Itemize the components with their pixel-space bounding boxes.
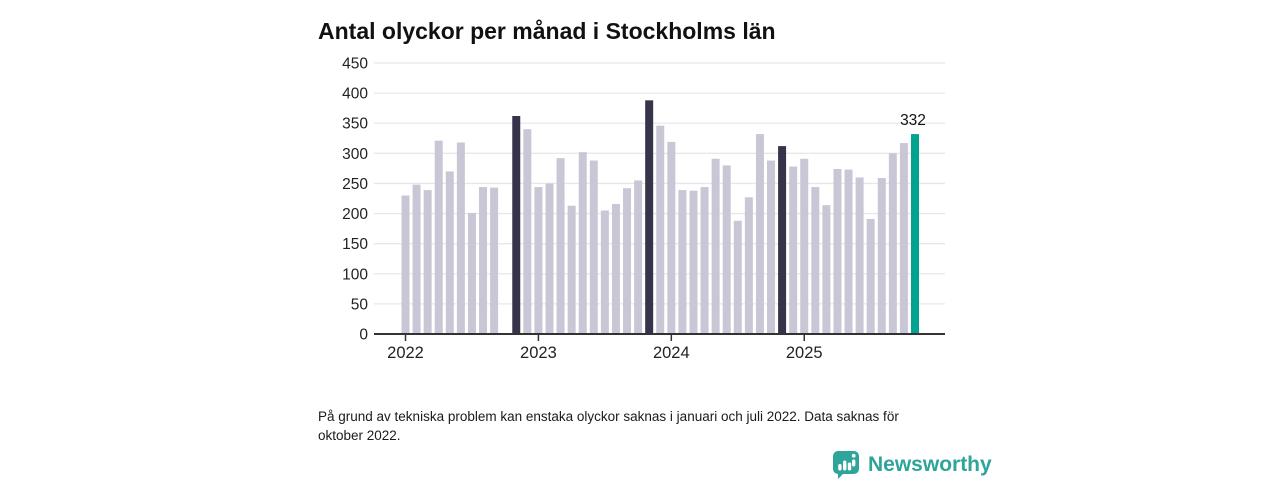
bar-2024-03 <box>689 190 698 334</box>
bar-2025-11 <box>911 134 919 334</box>
bar-2023-03 <box>556 158 565 334</box>
y-axis-tick-label: 100 <box>342 266 368 283</box>
bar-2023-02 <box>545 183 554 334</box>
bar-2022-06 <box>456 142 465 334</box>
bar-2024-06 <box>722 165 731 334</box>
newsworthy-wordmark: Newsworthy <box>868 453 992 476</box>
bar-2023-12 <box>656 125 665 335</box>
bar-2022-12 <box>523 129 532 334</box>
bar-2025-05 <box>844 169 853 334</box>
bar-2024-04 <box>700 187 709 334</box>
bar-2023-05 <box>578 152 587 334</box>
bar-2024-12 <box>789 166 798 334</box>
bar-2024-09 <box>755 134 764 334</box>
bar-2023-09 <box>623 188 632 334</box>
bar-2025-09 <box>888 153 897 334</box>
bar-2025-01 <box>800 158 809 334</box>
bar-2025-08 <box>877 178 886 334</box>
bar-2023-06 <box>589 160 598 334</box>
bar-2024-02 <box>678 190 687 334</box>
bar-2022-03 <box>423 190 432 334</box>
bar-2025-02 <box>811 187 820 334</box>
newsworthy-logo: Newsworthy <box>832 450 992 480</box>
bar-2024-11 <box>778 146 787 334</box>
x-axis-year-label: 2024 <box>653 344 690 362</box>
bar-2023-01 <box>534 187 543 334</box>
bar-2023-04 <box>567 205 576 334</box>
bar-2022-02 <box>412 184 421 334</box>
bar-2022-05 <box>445 171 454 334</box>
bar-2022-09 <box>490 187 499 334</box>
y-axis-tick-label: 350 <box>342 116 368 133</box>
bar-2024-07 <box>733 220 742 334</box>
x-axis-year-label: 2023 <box>520 344 557 362</box>
bar-2024-10 <box>767 160 776 334</box>
y-axis-tick-label: 450 <box>342 56 368 73</box>
bar-2025-06 <box>855 177 864 334</box>
bar-2022-11 <box>512 115 521 335</box>
bar-2024-05 <box>711 158 720 334</box>
bar-2025-03 <box>822 205 831 334</box>
page-title: Antal olyckor per månad i Stockholms län <box>318 18 776 45</box>
bar-2025-04 <box>833 168 842 334</box>
bar-2025-10 <box>899 143 908 334</box>
bar-2022-07 <box>467 212 476 334</box>
current-month-value-label: 332 <box>900 112 926 129</box>
bar-2022-08 <box>479 187 488 334</box>
bar-2023-11 <box>645 100 654 335</box>
bar-chart-speech-bubble-icon <box>833 451 859 479</box>
bar-2023-07 <box>600 210 609 334</box>
bar-2024-08 <box>744 197 753 334</box>
bar-2023-08 <box>611 203 620 334</box>
bar-2024-01 <box>667 141 676 334</box>
y-axis-tick-label: 250 <box>342 176 368 193</box>
x-axis-year-label: 2022 <box>387 344 424 362</box>
y-axis-tick-label: 200 <box>342 206 368 223</box>
bar-2025-07 <box>866 218 875 334</box>
y-axis-tick-label: 300 <box>342 146 368 163</box>
bar-2022-04 <box>434 140 443 334</box>
bar-2023-10 <box>634 180 643 334</box>
y-axis-tick-label: 0 <box>359 327 368 344</box>
chart-footnote: På grund av tekniska problem kan enstaka… <box>318 408 899 444</box>
y-axis-tick-label: 400 <box>342 86 368 103</box>
x-axis-year-label: 2025 <box>786 344 823 362</box>
y-axis-tick-label: 50 <box>351 296 369 313</box>
y-axis-tick-label: 150 <box>342 236 368 253</box>
bar-2022-01 <box>401 195 410 334</box>
